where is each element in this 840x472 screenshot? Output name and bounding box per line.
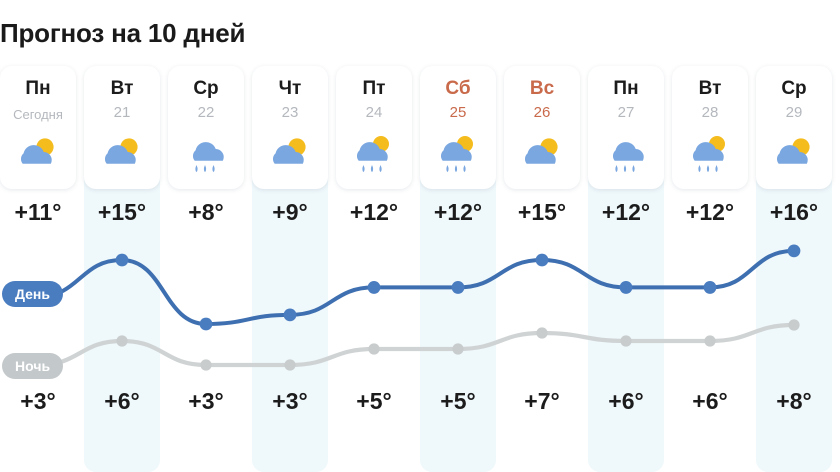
partly-cloudy-icon: [252, 128, 328, 180]
day-temperature: +9°: [272, 199, 308, 225]
partly-cloudy-rain-icon: [336, 128, 412, 180]
day-name: Пн: [25, 78, 51, 99]
forecast-day-column[interactable]: Вс 26 +15° +7°: [504, 66, 580, 472]
cloud-rain-icon: [588, 128, 664, 180]
night-temperature: +5°: [440, 388, 476, 414]
forecast-day-column[interactable]: Пт 24 +12° +5°: [336, 66, 412, 472]
day-card[interactable]: Ср 22: [168, 66, 244, 189]
night-temperature: +7°: [524, 388, 560, 414]
day-date: 25: [449, 104, 467, 121]
night-temperature: +8°: [776, 388, 812, 414]
day-temperature: +12°: [685, 199, 735, 225]
day-temperature: +11°: [14, 199, 62, 225]
forecast-day-column[interactable]: Пн 27 +12° +6°: [588, 66, 664, 472]
day-card[interactable]: Пн Сегодня: [0, 66, 76, 189]
partly-cloudy-icon: [504, 128, 580, 180]
night-temperature: +6°: [104, 388, 140, 414]
forecast-day-column[interactable]: Пн Сегодня +11° +3°: [0, 66, 76, 472]
day-card[interactable]: Пн 27: [588, 66, 664, 189]
cloud-rain-icon: [168, 128, 244, 180]
night-temperature: +3°: [20, 388, 56, 414]
day-date: 22: [197, 104, 215, 121]
day-temperature: +15°: [97, 199, 147, 225]
day-card[interactable]: Ср 29: [756, 66, 832, 189]
night-temperature: +5°: [356, 388, 392, 414]
forecast-strip: Пн Сегодня +11° +3° Вт 21 +15° +6° Ср 22 +8° +3° Чт 2…: [0, 66, 840, 472]
night-temperature: +3°: [188, 388, 224, 414]
forecast-day-column[interactable]: Ср 22 +8° +3°: [168, 66, 244, 472]
day-temperature: +12°: [349, 199, 399, 225]
partly-cloudy-rain-icon: [420, 128, 496, 180]
day-name: Вт: [698, 78, 722, 99]
forecast-day-column[interactable]: Чт 23 +9° +3°: [252, 66, 328, 472]
forecast-day-column[interactable]: Ср 29 +16° +8°: [756, 66, 832, 472]
partly-cloudy-icon: [84, 128, 160, 180]
day-name: Пн: [613, 78, 639, 99]
day-temperature: +12°: [433, 199, 483, 225]
day-name: Ср: [193, 78, 219, 99]
legend-pill-night: Ночь: [2, 353, 64, 379]
night-temperature: +3°: [272, 388, 308, 414]
day-date: 24: [365, 104, 383, 121]
day-card[interactable]: Вт 21: [84, 66, 160, 189]
forecast-day-column[interactable]: Сб 25 +12° +5°: [420, 66, 496, 472]
page-title: Прогноз на 10 дней: [0, 18, 246, 48]
day-date: 28: [701, 104, 719, 121]
day-name: Ср: [781, 78, 807, 99]
day-card[interactable]: Вс 26: [504, 66, 580, 189]
day-name: Пт: [362, 78, 386, 99]
day-date: Сегодня: [13, 107, 63, 122]
day-date: 21: [113, 104, 131, 121]
forecast-day-column[interactable]: Вт 21 +15° +6°: [84, 66, 160, 472]
night-temperature: +6°: [692, 388, 728, 414]
day-date: 29: [785, 104, 803, 121]
day-temperature: +8°: [188, 199, 224, 225]
day-temperature: +12°: [601, 199, 651, 225]
partly-cloudy-icon: [756, 128, 832, 180]
day-date: 23: [281, 104, 299, 121]
day-card[interactable]: Сб 25: [420, 66, 496, 189]
day-date: 26: [533, 104, 551, 121]
partly-cloudy-rain-icon: [672, 128, 748, 180]
day-name: Сб: [445, 78, 471, 99]
day-date: 27: [617, 104, 635, 121]
legend-pill-day: День: [2, 281, 63, 307]
day-card[interactable]: Чт 23: [252, 66, 328, 189]
forecast-day-column[interactable]: Вт 28 +12° +6°: [672, 66, 748, 472]
day-card[interactable]: Вт 28: [672, 66, 748, 189]
day-temperature: +15°: [517, 199, 567, 225]
day-name: Вт: [110, 78, 134, 99]
day-name: Чт: [278, 78, 302, 99]
night-temperature: +6°: [608, 388, 644, 414]
day-name: Вс: [529, 78, 555, 99]
day-temperature: +16°: [769, 199, 819, 225]
partly-cloudy-icon: [0, 128, 76, 180]
day-card[interactable]: Пт 24: [336, 66, 412, 189]
